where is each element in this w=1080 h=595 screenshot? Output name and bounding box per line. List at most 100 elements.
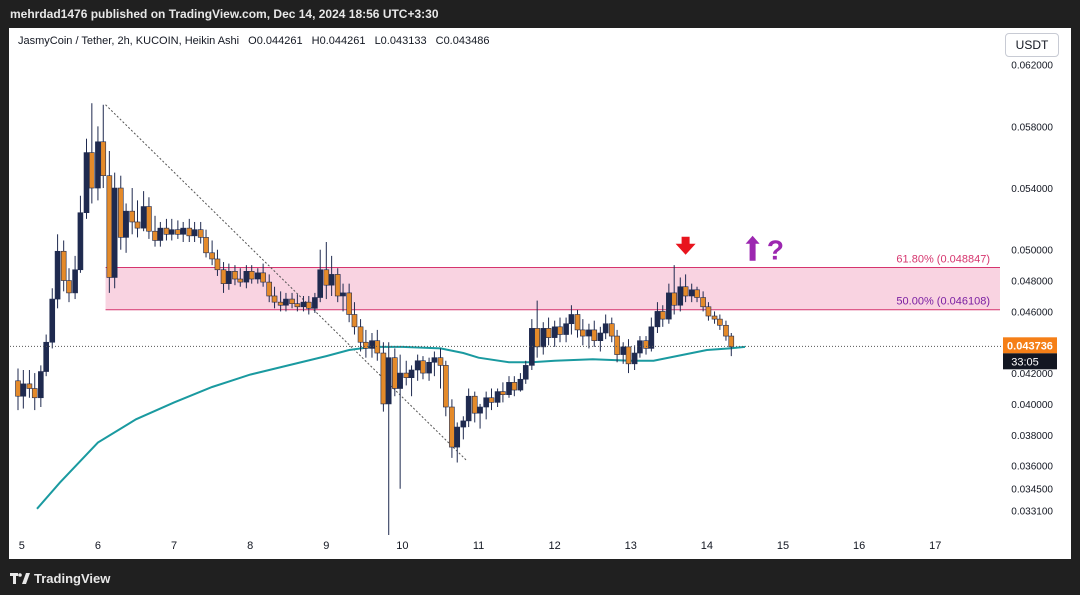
candle-bullish[interactable] bbox=[77, 195, 84, 273]
candle-bullish[interactable] bbox=[648, 317, 655, 352]
candle-bearish[interactable] bbox=[175, 220, 181, 239]
candle-bearish[interactable] bbox=[209, 240, 215, 266]
candle-bearish[interactable] bbox=[557, 317, 563, 343]
candle-bullish[interactable] bbox=[465, 388, 472, 428]
candle-bullish[interactable] bbox=[631, 345, 638, 370]
candle-bearish[interactable] bbox=[15, 368, 21, 411]
candle-bullish[interactable] bbox=[540, 322, 547, 355]
candle-bullish[interactable] bbox=[38, 365, 44, 408]
candle-bearish[interactable] bbox=[420, 356, 426, 380]
candle-bullish[interactable] bbox=[551, 320, 558, 347]
candle-bullish[interactable] bbox=[408, 365, 415, 397]
candle-bearish[interactable] bbox=[392, 348, 398, 397]
candle-bullish[interactable] bbox=[180, 221, 186, 243]
candle-bearish[interactable] bbox=[374, 329, 381, 361]
candle-bearish[interactable] bbox=[100, 104, 107, 189]
candle-bearish[interactable] bbox=[106, 151, 113, 293]
candle-bearish[interactable] bbox=[351, 302, 358, 335]
candle-bearish[interactable] bbox=[305, 295, 312, 315]
candle-bearish[interactable] bbox=[271, 286, 278, 309]
resistance-zone[interactable] bbox=[105, 267, 1001, 310]
candle-bullish[interactable] bbox=[586, 323, 592, 349]
candle-bullish[interactable] bbox=[477, 403, 483, 429]
candle-bullish[interactable] bbox=[431, 351, 438, 377]
candle-bullish[interactable] bbox=[568, 305, 575, 335]
candle-bullish[interactable] bbox=[522, 360, 529, 384]
candle-bearish[interactable] bbox=[214, 249, 221, 276]
candle-bearish[interactable] bbox=[289, 292, 295, 309]
candle-bullish[interactable] bbox=[283, 292, 289, 312]
candle-bearish[interactable] bbox=[723, 320, 729, 341]
candle-bullish[interactable] bbox=[254, 268, 261, 284]
candle-bullish[interactable] bbox=[666, 283, 672, 324]
candle-bearish[interactable] bbox=[294, 294, 301, 312]
candle-bearish[interactable] bbox=[232, 265, 238, 286]
candle-bullish[interactable] bbox=[157, 221, 164, 247]
tradingview-logo[interactable]: TradingView bbox=[10, 571, 110, 586]
candle-bearish[interactable] bbox=[152, 215, 158, 247]
candle-bearish[interactable] bbox=[728, 332, 735, 357]
candle-bullish[interactable] bbox=[397, 354, 403, 489]
candle-bearish[interactable] bbox=[671, 265, 677, 315]
candle-bearish[interactable] bbox=[129, 188, 135, 235]
candle-bullish[interactable] bbox=[111, 172, 118, 289]
candle-bearish[interactable] bbox=[357, 319, 364, 352]
candle-bullish[interactable] bbox=[654, 302, 661, 333]
candle-bearish[interactable] bbox=[220, 262, 227, 293]
candle-bearish[interactable] bbox=[146, 197, 152, 239]
candle-bullish[interactable] bbox=[95, 126, 101, 201]
candle-bearish[interactable] bbox=[614, 329, 620, 363]
candle-bearish[interactable] bbox=[574, 309, 581, 338]
candle-bearish[interactable] bbox=[248, 265, 255, 284]
candle-bullish[interactable] bbox=[312, 292, 318, 313]
currency-button[interactable]: USDT bbox=[1005, 33, 1059, 57]
candle-bearish[interactable] bbox=[60, 240, 67, 292]
candle-bullish[interactable] bbox=[369, 332, 375, 358]
candle-bullish[interactable] bbox=[328, 255, 335, 296]
candle-bullish[interactable] bbox=[494, 388, 501, 408]
candle-bearish[interactable] bbox=[717, 314, 723, 330]
candle-bullish[interactable] bbox=[54, 234, 61, 309]
candle-bullish[interactable] bbox=[123, 203, 129, 253]
candle-bearish[interactable] bbox=[608, 317, 615, 343]
candle-bullish[interactable] bbox=[300, 295, 307, 312]
candle-bearish[interactable] bbox=[186, 218, 193, 243]
candle-bearish[interactable] bbox=[403, 360, 410, 386]
candle-bearish[interactable] bbox=[260, 263, 266, 287]
candle-bullish[interactable] bbox=[72, 255, 78, 300]
candle-bearish[interactable] bbox=[277, 291, 284, 312]
candle-bullish[interactable] bbox=[49, 288, 56, 349]
candle-bullish[interactable] bbox=[191, 221, 198, 243]
candle-bullish[interactable] bbox=[426, 357, 432, 381]
candle-bullish[interactable] bbox=[563, 317, 569, 343]
candle-bullish[interactable] bbox=[677, 277, 684, 312]
candle-bearish[interactable] bbox=[449, 399, 455, 458]
candle-bullish[interactable] bbox=[168, 218, 175, 241]
candle-bullish[interactable] bbox=[385, 342, 392, 535]
candle-bullish[interactable] bbox=[506, 376, 512, 398]
candle-bearish[interactable] bbox=[363, 329, 369, 358]
candle-bullish[interactable] bbox=[414, 354, 421, 381]
candle-bearish[interactable] bbox=[545, 317, 552, 346]
candle-bearish[interactable] bbox=[643, 336, 649, 355]
candle-bearish[interactable] bbox=[511, 376, 518, 397]
candle-bullish[interactable] bbox=[140, 191, 147, 232]
candle-bearish[interactable] bbox=[163, 218, 170, 241]
candle-bullish[interactable] bbox=[620, 342, 626, 364]
candle-bearish[interactable] bbox=[380, 342, 387, 412]
candle-bearish[interactable] bbox=[580, 319, 586, 346]
candle-bearish[interactable] bbox=[26, 370, 33, 398]
candle-bullish[interactable] bbox=[454, 422, 461, 463]
candle-bullish[interactable] bbox=[597, 326, 604, 352]
candle-bearish[interactable] bbox=[31, 373, 38, 411]
candle-bearish[interactable] bbox=[711, 311, 718, 324]
candle-bullish[interactable] bbox=[602, 314, 609, 340]
candle-bearish[interactable] bbox=[203, 229, 209, 258]
candle-bearish[interactable] bbox=[694, 286, 700, 303]
candle-bearish[interactable] bbox=[500, 382, 506, 403]
candle-bearish[interactable] bbox=[323, 242, 330, 300]
candle-bearish[interactable] bbox=[705, 302, 712, 321]
candle-bearish[interactable] bbox=[346, 283, 352, 323]
candle-bullish[interactable] bbox=[460, 416, 467, 440]
